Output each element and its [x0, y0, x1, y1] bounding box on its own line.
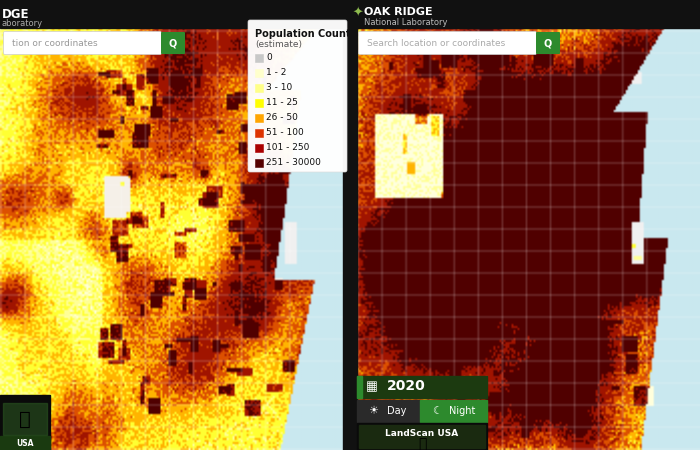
- Bar: [357, 400, 420, 422]
- Text: Night: Night: [449, 406, 475, 416]
- FancyBboxPatch shape: [536, 32, 560, 54]
- Bar: [357, 376, 362, 398]
- Text: LandScan USA: LandScan USA: [386, 429, 458, 438]
- Text: 101 - 250: 101 - 250: [266, 143, 309, 152]
- Bar: [357, 28, 700, 450]
- Bar: [0, 0, 700, 28]
- Text: 🗺: 🗺: [418, 437, 426, 450]
- Bar: [255, 68, 263, 76]
- Text: tion or coordinates: tion or coordinates: [12, 39, 97, 48]
- Bar: [255, 54, 263, 62]
- Bar: [420, 400, 487, 422]
- Bar: [255, 129, 263, 136]
- Text: DGE: DGE: [2, 8, 29, 21]
- FancyBboxPatch shape: [248, 20, 347, 172]
- Text: ☀: ☀: [368, 406, 378, 416]
- Bar: [255, 158, 263, 166]
- Bar: [3, 403, 47, 435]
- Text: ☾: ☾: [432, 406, 442, 416]
- Text: 51 - 100: 51 - 100: [266, 128, 304, 137]
- Text: ▦: ▦: [366, 381, 378, 393]
- FancyBboxPatch shape: [4, 32, 162, 54]
- Text: ✦: ✦: [353, 7, 363, 20]
- Text: 11 - 25: 11 - 25: [266, 98, 298, 107]
- Bar: [0, 436, 50, 450]
- Text: USA: USA: [16, 438, 34, 447]
- FancyBboxPatch shape: [358, 32, 536, 54]
- Bar: [359, 425, 485, 448]
- Text: aboratory: aboratory: [2, 19, 43, 28]
- Text: Q: Q: [544, 38, 552, 48]
- Text: 🗺: 🗺: [19, 410, 31, 428]
- Text: Population Count: Population Count: [255, 29, 351, 39]
- Text: 3 - 10: 3 - 10: [266, 83, 293, 92]
- Bar: [353, 0, 371, 13]
- Bar: [357, 376, 487, 398]
- Bar: [343, 0, 357, 450]
- Text: 0: 0: [266, 53, 272, 62]
- Text: Q: Q: [169, 38, 177, 48]
- Text: 2020: 2020: [387, 379, 426, 393]
- Bar: [255, 84, 263, 91]
- Text: 251 - 30000: 251 - 30000: [266, 158, 321, 167]
- Bar: [0, 395, 50, 450]
- Text: (estimate): (estimate): [255, 40, 302, 49]
- Bar: [255, 99, 263, 107]
- FancyBboxPatch shape: [161, 32, 185, 54]
- Bar: [255, 144, 263, 152]
- Bar: [255, 113, 263, 122]
- Text: 26 - 50: 26 - 50: [266, 113, 298, 122]
- Text: Search location or coordinates: Search location or coordinates: [367, 39, 505, 48]
- Text: National Laboratory: National Laboratory: [364, 18, 447, 27]
- Bar: [357, 423, 487, 450]
- Text: 1 - 2: 1 - 2: [266, 68, 286, 77]
- Bar: [0, 28, 343, 450]
- Text: Day: Day: [387, 406, 407, 416]
- Text: OAK RIDGE: OAK RIDGE: [364, 7, 433, 17]
